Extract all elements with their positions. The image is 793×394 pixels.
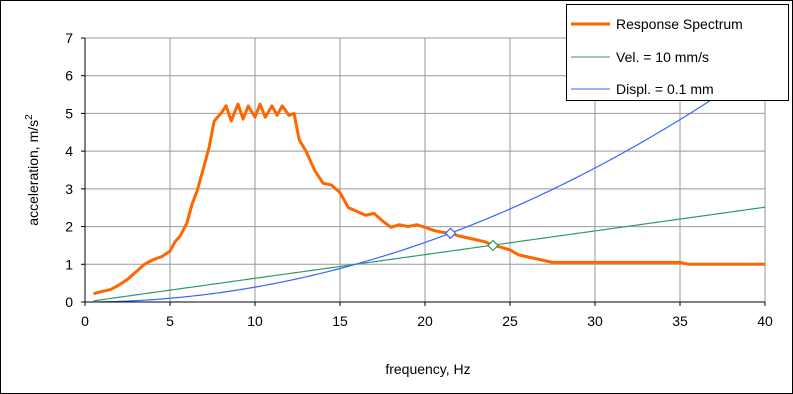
legend-label-displacement: Displ. = 0.1 mm <box>616 81 714 97</box>
legend-label-velocity: Vel. = 10 mm/s <box>616 49 709 65</box>
y-axis-label-superscript: 2 <box>24 114 35 120</box>
legend-label-response: Response Spectrum <box>616 16 743 32</box>
y-tick-label-2: 2 <box>65 219 73 235</box>
x-tick-label-20: 20 <box>417 313 433 329</box>
tick-labels: 0 5 10 15 20 25 30 35 40 0 1 2 3 4 5 6 7 <box>65 30 773 329</box>
y-tick-label-0: 0 <box>65 294 73 310</box>
x-tick-label-30: 30 <box>587 313 603 329</box>
axes <box>81 37 766 306</box>
y-tick-label-5: 5 <box>65 105 73 121</box>
x-tick-label-5: 5 <box>166 313 174 329</box>
legend: Response Spectrum Vel. = 10 mm/s Displ. … <box>566 4 789 101</box>
x-tick-label-10: 10 <box>247 313 263 329</box>
y-tick-label-6: 6 <box>65 68 73 84</box>
x-tick-label-15: 15 <box>332 313 348 329</box>
x-axis-label: frequency, Hz <box>385 361 470 377</box>
intersection-marker-displacement <box>444 227 457 240</box>
series-layer <box>93 63 765 302</box>
intersection-marker-velocity <box>487 239 499 252</box>
x-tick-label-35: 35 <box>672 313 688 329</box>
y-axis-label-text: acceleration, m/s <box>25 120 41 226</box>
series-line-velocity <box>93 206 765 302</box>
legend-box <box>566 4 789 101</box>
x-tick-label-0: 0 <box>81 313 89 329</box>
x-tick-label-40: 40 <box>757 313 773 329</box>
series-line-response <box>93 102 765 296</box>
y-tick-label-1: 1 <box>65 256 73 272</box>
series-line-displacement <box>93 63 765 302</box>
y-axis-label: acceleration, m/s2 <box>24 114 41 226</box>
y-tick-label-7: 7 <box>65 30 73 46</box>
y-tick-label-3: 3 <box>65 181 73 197</box>
y-tick-label-4: 4 <box>65 143 73 159</box>
x-tick-label-25: 25 <box>502 313 518 329</box>
